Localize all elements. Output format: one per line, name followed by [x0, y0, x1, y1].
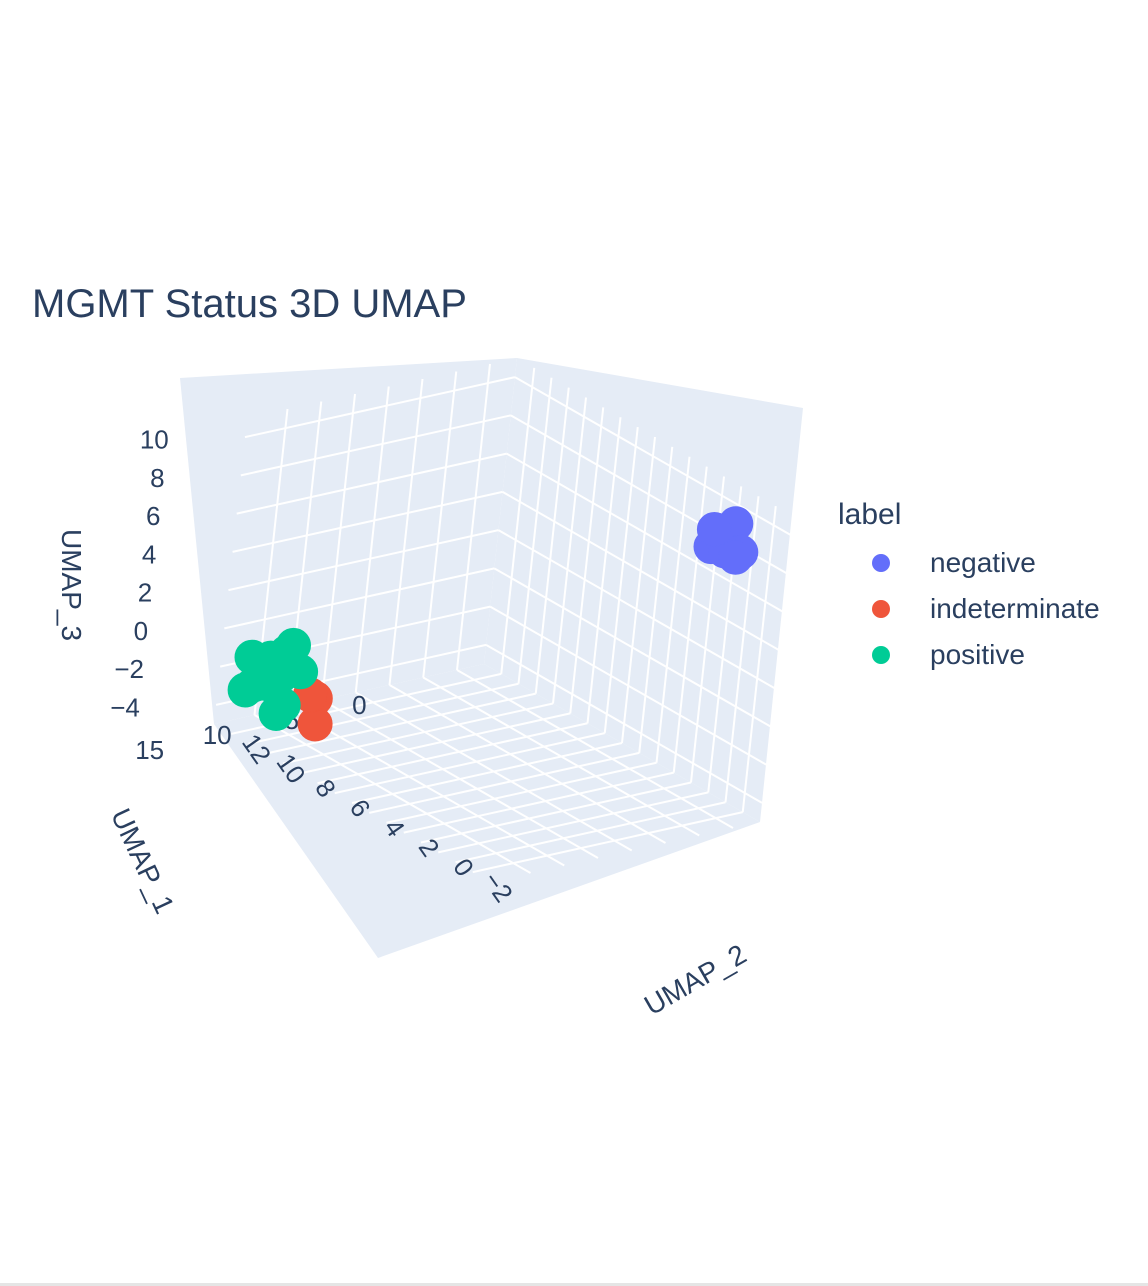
legend-item-negative[interactable]: negative	[838, 540, 1100, 586]
gridline-y-wall	[569, 407, 605, 714]
z-tick-label: 4	[142, 539, 156, 569]
chart-title: MGMT Status 3D UMAP	[32, 282, 467, 326]
gridline-x-wall	[422, 371, 458, 678]
point-negative	[718, 539, 753, 575]
gridline-z-rightwall	[502, 491, 780, 651]
gridline-y-floor	[386, 761, 657, 824]
point-negative	[696, 512, 732, 547]
x-tick-label: 0	[352, 690, 366, 720]
gridline-x-wall	[456, 363, 491, 671]
gridline-y-floor	[248, 682, 519, 745]
z-tick-label: −4	[110, 692, 140, 722]
x-axis-title: UMAP_1	[105, 804, 180, 919]
legend-item-positive[interactable]: positive	[838, 632, 1100, 678]
legend: label negative indeterminate positive	[838, 498, 1100, 678]
z-tick-label: −2	[114, 654, 144, 684]
point-positive	[234, 639, 270, 675]
point-indeterminate	[297, 706, 333, 742]
legend-marker-negative	[872, 554, 890, 572]
gridline-z-leftwall	[244, 376, 516, 439]
x-tick-label: 15	[135, 735, 164, 765]
gridline-y-floor	[420, 781, 692, 844]
gridline-z-leftwall	[236, 452, 507, 515]
gridline-y-floor	[455, 801, 726, 864]
point-positive	[227, 672, 263, 708]
gridline-y-floor	[438, 791, 709, 854]
gridline-y-floor	[282, 702, 554, 765]
gridline-y-floor	[369, 751, 640, 814]
point-positive	[258, 696, 294, 731]
gridline-z-leftwall	[224, 567, 495, 630]
gridline-y-floor	[403, 771, 674, 834]
gridline-x-wall	[388, 378, 424, 686]
floor-wall	[214, 664, 760, 958]
z-tick-label: 6	[146, 501, 160, 531]
gridline-y-wall	[552, 397, 587, 704]
legend-marker-indeterminate	[872, 600, 890, 618]
gridline-x-wall	[321, 393, 356, 701]
gridline-y-floor	[334, 732, 605, 795]
gridline-z-leftwall	[232, 490, 503, 553]
legend-label-negative: negative	[930, 547, 1036, 578]
right-wall	[484, 358, 803, 822]
gridline-x-wall	[354, 386, 390, 693]
gridline-y-wall	[655, 456, 691, 763]
scene-gridlines	[215, 363, 792, 874]
legend-marker-positive	[872, 646, 890, 664]
gridline-y-floor	[300, 712, 571, 775]
gridline-y-wall	[586, 417, 622, 724]
z-tick-label: 8	[150, 463, 164, 493]
gridline-z-rightwall	[497, 529, 775, 689]
z-tick-label: 2	[138, 578, 152, 608]
gridline-z-leftwall	[228, 529, 499, 592]
z-tick-label: 10	[140, 425, 169, 455]
gridline-z-rightwall	[485, 644, 763, 804]
gridline-y-floor	[351, 742, 623, 804]
z-axis-title: UMAP_3	[56, 529, 87, 641]
gridline-y-floor	[472, 811, 743, 874]
z-tick-label: 0	[134, 616, 148, 646]
gridline-y-floor	[317, 722, 588, 785]
gridline-z-leftwall	[240, 414, 512, 477]
gridline-y-wall	[621, 436, 656, 744]
legend-label-indeterminate: indeterminate	[930, 593, 1100, 624]
gridline-z-rightwall	[493, 567, 771, 728]
gridline-y-floor	[265, 692, 536, 755]
gridline-y-wall	[603, 427, 639, 734]
gridline-y-wall	[741, 506, 777, 813]
bottom-divider	[0, 1283, 1148, 1286]
point-positive	[269, 634, 305, 670]
legend-label-positive: positive	[930, 639, 1025, 670]
legend-title: label	[838, 498, 902, 531]
gridline-y-wall	[534, 387, 570, 694]
gridline-y-wall	[517, 377, 553, 684]
gridline-z-rightwall	[489, 605, 767, 766]
gridline-z-rightwall	[506, 452, 784, 613]
legend-item-indeterminate[interactable]: indeterminate	[838, 586, 1100, 632]
data-points	[227, 506, 759, 742]
gridline-y-wall	[500, 367, 536, 674]
y-axis-title: UMAP_2	[639, 938, 752, 1021]
gridline-y-wall	[638, 446, 674, 753]
gridline-y-wall	[672, 466, 708, 773]
x-tick-label: 10	[203, 720, 232, 750]
